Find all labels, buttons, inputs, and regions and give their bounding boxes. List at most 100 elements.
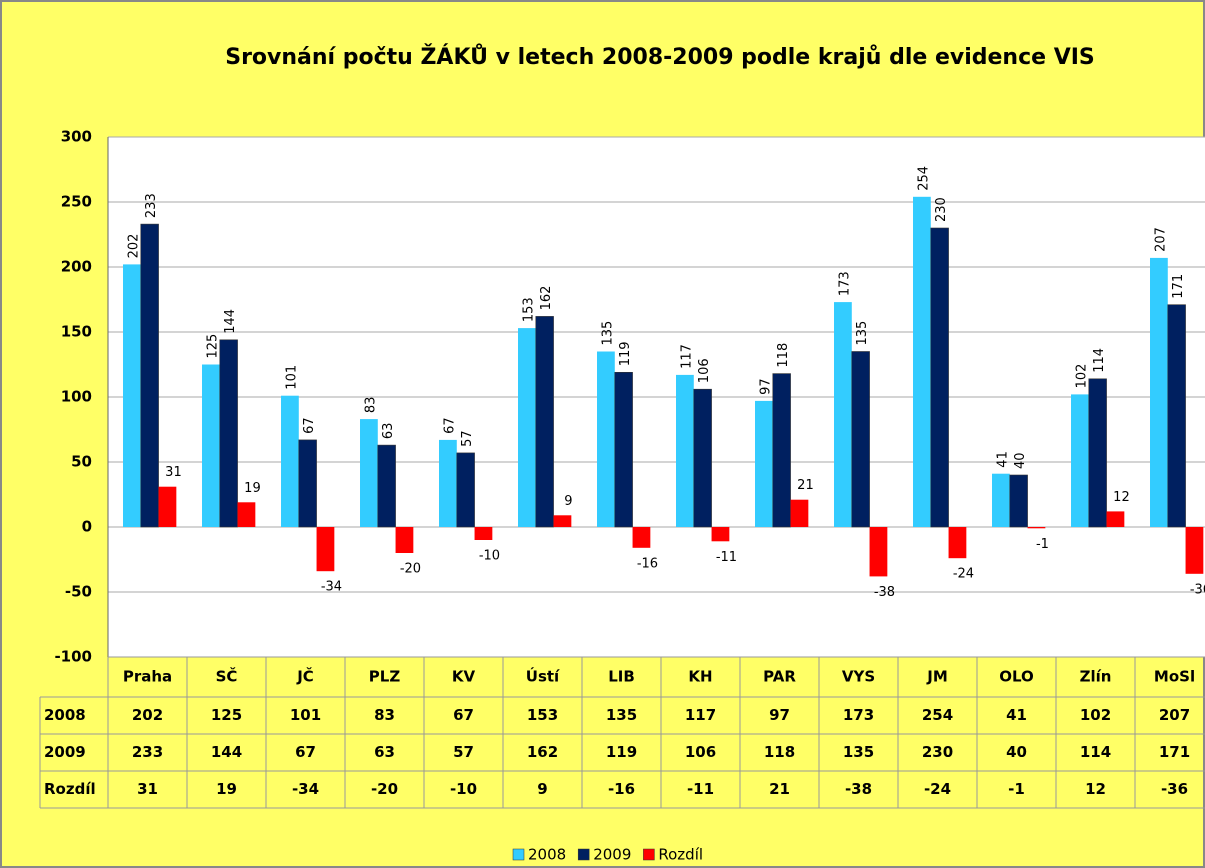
data-label: 40 — [1013, 452, 1028, 469]
legend-swatch — [512, 848, 525, 861]
x-tick-label: KH — [688, 668, 712, 686]
bar — [1009, 474, 1028, 528]
data-label: 97 — [758, 378, 773, 395]
legend-label: Rozdíl — [658, 846, 703, 864]
table-cell: -34 — [292, 780, 319, 798]
x-tick-label: KV — [452, 668, 476, 686]
table-row-label: Rozdíl — [44, 780, 96, 798]
bar — [851, 351, 870, 528]
x-tick-label: SČ — [216, 667, 238, 686]
data-label: -24 — [953, 567, 974, 582]
table-cell: 83 — [374, 706, 395, 724]
y-tick-label: -50 — [65, 583, 92, 601]
x-tick-label: PLZ — [369, 668, 401, 686]
data-label: 135 — [855, 321, 870, 346]
data-label: 118 — [776, 343, 791, 368]
table-row-label: 2008 — [44, 706, 86, 724]
table-cell: 153 — [527, 706, 558, 724]
table-cell: 173 — [843, 706, 874, 724]
data-label: 171 — [1171, 274, 1186, 299]
table-cell: 144 — [211, 743, 242, 761]
data-label: 173 — [837, 271, 852, 296]
table-cell: 106 — [685, 743, 716, 761]
data-label: 162 — [539, 286, 554, 311]
table-cell: 40 — [1006, 743, 1027, 761]
table-cell: 63 — [374, 743, 395, 761]
y-tick-label: 200 — [61, 258, 92, 276]
x-tick-label: Praha — [123, 668, 172, 686]
bar — [1185, 527, 1204, 574]
data-label: 254 — [916, 166, 931, 191]
bar — [474, 527, 493, 540]
x-tick-label: MoSl — [1154, 668, 1195, 686]
table-cell: 207 — [1159, 706, 1190, 724]
x-tick-label: Ústí — [526, 667, 560, 686]
table-cell: 19 — [216, 780, 237, 798]
data-label: 233 — [144, 193, 159, 218]
data-label: 31 — [165, 465, 182, 480]
data-label: 125 — [205, 334, 220, 359]
data-label: 12 — [1113, 490, 1130, 505]
legend-label: 2009 — [593, 846, 631, 864]
data-label: -1 — [1036, 537, 1049, 552]
bar — [377, 444, 396, 528]
data-label: 57 — [460, 430, 475, 447]
bar — [123, 264, 141, 527]
data-label: 230 — [934, 197, 949, 222]
bar — [676, 374, 694, 527]
x-tick-label: VYS — [842, 668, 875, 686]
bar — [1167, 304, 1186, 528]
table-cell: 254 — [922, 706, 953, 724]
table-cell: 102 — [1080, 706, 1111, 724]
bar — [298, 439, 317, 528]
table-cell: 117 — [685, 706, 716, 724]
bar — [1027, 527, 1046, 529]
data-label: 101 — [284, 365, 299, 390]
table-cell: 67 — [295, 743, 316, 761]
table-cell: 171 — [1159, 743, 1190, 761]
data-label: -20 — [400, 562, 421, 577]
bar — [140, 223, 159, 528]
table-cell: -1 — [1008, 780, 1025, 798]
table-cell: 21 — [769, 780, 790, 798]
bar — [1071, 394, 1089, 527]
table-cell: 118 — [764, 743, 795, 761]
y-tick-label: 250 — [61, 193, 92, 211]
table-row-label: 2009 — [44, 743, 86, 761]
data-label: 144 — [223, 309, 238, 334]
data-label: -34 — [321, 580, 342, 595]
bar — [219, 339, 238, 528]
data-label: 21 — [797, 478, 814, 493]
data-label: 207 — [1153, 227, 1168, 252]
table-cell: 114 — [1080, 743, 1111, 761]
data-label: -10 — [479, 549, 500, 564]
table-cell: 9 — [537, 780, 547, 798]
bar — [281, 395, 299, 527]
data-label: 102 — [1074, 364, 1089, 389]
table-cell: 202 — [132, 706, 163, 724]
bar — [913, 196, 931, 528]
y-tick-label: 150 — [61, 323, 92, 341]
legend-swatch — [643, 848, 655, 861]
table-cell: -38 — [845, 780, 872, 798]
table-cell: -36 — [1161, 780, 1188, 798]
table-cell: -24 — [924, 780, 951, 798]
bar — [158, 486, 177, 527]
chart-title: Srovnání počtu ŽÁKŮ v letech 2008-2009 p… — [225, 44, 1095, 70]
table-cell: 135 — [843, 743, 874, 761]
x-tick-label: LIB — [608, 668, 635, 686]
data-label: 83 — [363, 397, 378, 414]
table-cell: 135 — [606, 706, 637, 724]
data-label: 135 — [600, 321, 615, 346]
data-label: 41 — [995, 451, 1010, 468]
legend-label: 2008 — [528, 846, 566, 864]
data-label: 9 — [564, 494, 572, 509]
table-cell: -20 — [371, 780, 398, 798]
x-tick-label: JČ — [296, 667, 314, 686]
x-tick-label: PAR — [763, 668, 796, 686]
bar — [790, 499, 809, 527]
bar — [869, 527, 888, 577]
bar — [930, 227, 949, 528]
table-cell: -10 — [450, 780, 477, 798]
